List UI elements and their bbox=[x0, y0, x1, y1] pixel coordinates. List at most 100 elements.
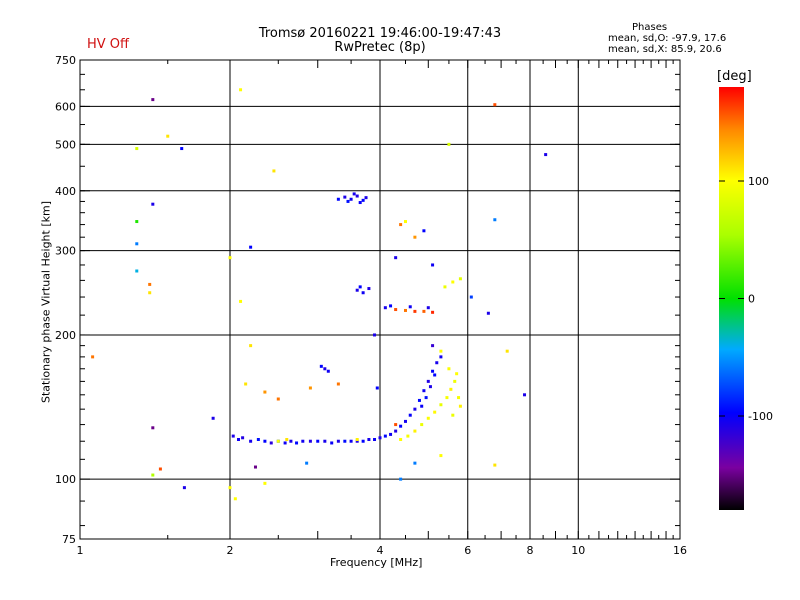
data-point bbox=[343, 195, 347, 199]
data-point bbox=[439, 454, 443, 458]
data-point bbox=[135, 269, 139, 273]
x-tick-label: 1 bbox=[77, 544, 84, 557]
data-point bbox=[355, 288, 359, 292]
data-point bbox=[151, 473, 155, 477]
data-point bbox=[308, 386, 312, 390]
data-point bbox=[308, 439, 312, 443]
data-point bbox=[276, 439, 280, 443]
data-point bbox=[241, 436, 245, 440]
data-point bbox=[263, 439, 267, 443]
data-point bbox=[413, 461, 417, 465]
data-point bbox=[493, 463, 497, 467]
data-point bbox=[236, 438, 240, 442]
data-point bbox=[422, 229, 426, 233]
data-point bbox=[399, 438, 403, 442]
data-point bbox=[439, 355, 443, 359]
data-point bbox=[413, 235, 417, 239]
x-tick-label: 8 bbox=[527, 544, 534, 557]
data-point bbox=[439, 403, 443, 407]
data-point bbox=[361, 439, 365, 443]
data-point bbox=[316, 439, 320, 443]
phase-stats-o-mode: mean, sd,O: -97.9, 17.6 bbox=[608, 33, 727, 44]
data-point bbox=[253, 465, 257, 469]
colorbar-tick-label: 0 bbox=[748, 293, 755, 306]
data-point bbox=[135, 242, 139, 246]
data-point bbox=[346, 199, 350, 203]
data-point bbox=[428, 385, 432, 389]
hv-status: HV Off bbox=[87, 37, 129, 52]
data-point bbox=[364, 196, 368, 200]
x-tick-label: 2 bbox=[227, 544, 234, 557]
y-tick-label: 100 bbox=[55, 473, 76, 486]
y-tick-label: 300 bbox=[55, 245, 76, 258]
data-point bbox=[413, 309, 417, 313]
data-point bbox=[435, 361, 439, 365]
data-point bbox=[182, 486, 186, 490]
data-point bbox=[180, 147, 184, 151]
data-point bbox=[420, 423, 424, 427]
data-point bbox=[426, 416, 430, 420]
data-point bbox=[493, 103, 497, 107]
data-point bbox=[469, 295, 473, 299]
colorbar-ticks: 100 0 -100 bbox=[719, 175, 773, 423]
data-point bbox=[349, 197, 353, 201]
chart-subtitle: RwPretec (8p) bbox=[334, 40, 426, 55]
grid-lines bbox=[80, 60, 680, 539]
data-point bbox=[486, 311, 490, 315]
data-point bbox=[305, 461, 309, 465]
data-point bbox=[457, 396, 461, 400]
data-point bbox=[148, 282, 152, 286]
data-point bbox=[403, 308, 407, 312]
data-point bbox=[91, 355, 95, 359]
y-tick-label: 200 bbox=[55, 329, 76, 342]
data-point bbox=[449, 387, 453, 391]
data-point bbox=[349, 439, 353, 443]
y-tick-label: 600 bbox=[55, 100, 76, 113]
data-point bbox=[389, 304, 393, 308]
data-point bbox=[361, 198, 365, 202]
data-point bbox=[394, 423, 398, 427]
data-point bbox=[431, 310, 435, 314]
data-point bbox=[544, 153, 548, 157]
x-tick-label: 6 bbox=[464, 544, 471, 557]
data-point bbox=[135, 220, 139, 224]
data-point bbox=[422, 389, 426, 393]
data-point bbox=[389, 432, 393, 436]
data-point bbox=[151, 202, 155, 206]
data-point bbox=[445, 396, 449, 400]
data-point bbox=[358, 285, 362, 289]
data-point bbox=[256, 438, 260, 442]
colorbar-tick-label: 100 bbox=[748, 175, 769, 188]
colorbar-tick-label: -100 bbox=[748, 410, 773, 423]
data-point bbox=[394, 429, 398, 433]
data-point bbox=[166, 134, 170, 138]
data-point bbox=[408, 305, 412, 309]
data-point bbox=[373, 438, 377, 442]
data-point bbox=[458, 404, 462, 408]
data-point bbox=[453, 379, 457, 383]
data-point bbox=[424, 396, 428, 400]
plot-frame bbox=[79, 59, 681, 540]
data-point bbox=[336, 382, 340, 386]
y-tick-label: 400 bbox=[55, 185, 76, 198]
colorbar-label: [deg] bbox=[717, 69, 752, 84]
data-point bbox=[399, 477, 403, 481]
data-point bbox=[228, 486, 232, 490]
y-tick-label: 750 bbox=[55, 54, 76, 67]
data-point bbox=[239, 299, 243, 303]
data-point bbox=[433, 373, 437, 377]
data-point bbox=[426, 306, 430, 310]
y-tick-label: 500 bbox=[55, 138, 76, 151]
x-axis-label: Frequency [MHz] bbox=[330, 556, 423, 569]
data-point bbox=[403, 220, 407, 224]
data-point bbox=[523, 393, 527, 397]
data-point bbox=[301, 439, 305, 443]
data-point bbox=[263, 390, 267, 394]
data-point bbox=[431, 263, 435, 267]
data-point bbox=[493, 218, 497, 222]
data-point bbox=[505, 349, 509, 353]
data-point bbox=[417, 398, 421, 402]
tick-labels: 1 2 4 6 8 10 16 75 100 200 300 400 500 600 750 bbox=[55, 54, 687, 557]
data-point bbox=[422, 309, 426, 313]
data-point bbox=[249, 344, 253, 348]
